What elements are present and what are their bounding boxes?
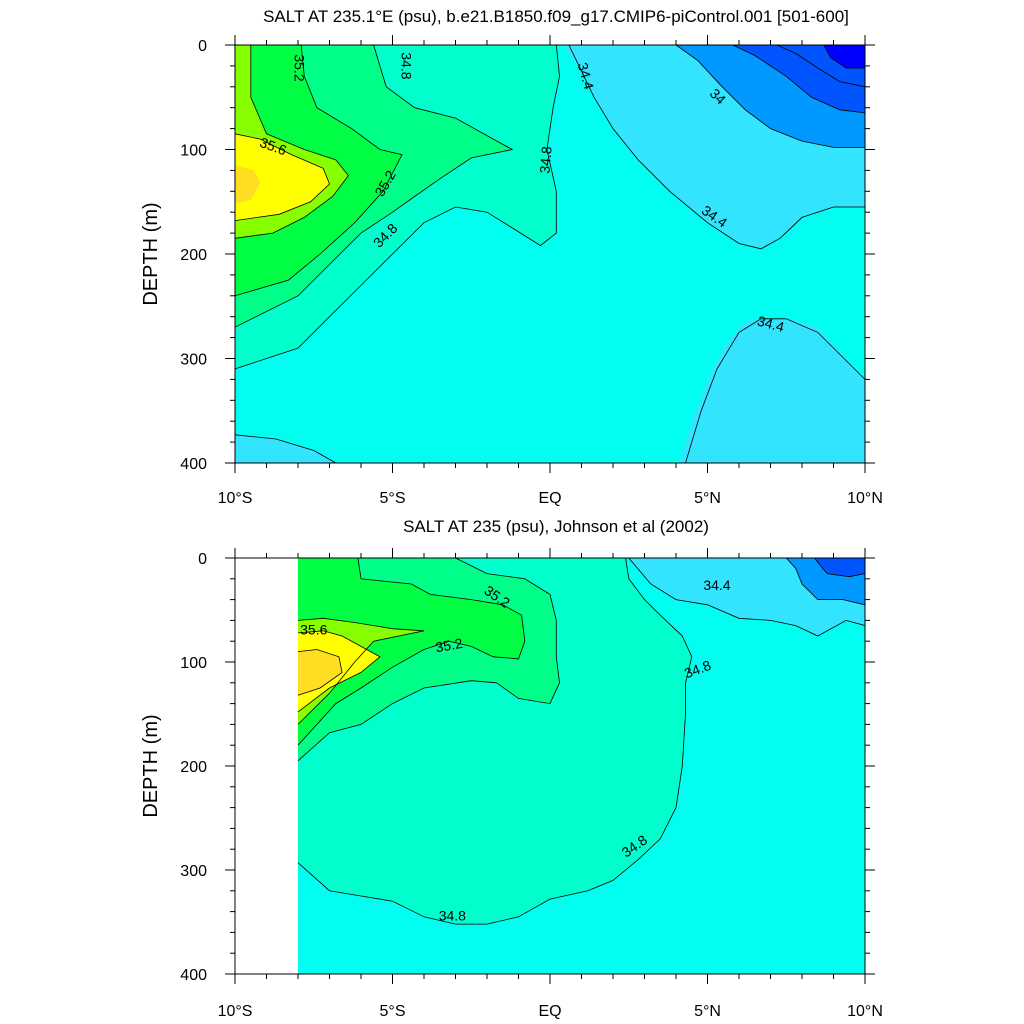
contour-line bbox=[235, 45, 560, 370]
contour-line bbox=[297, 630, 381, 713]
contour-line bbox=[675, 45, 865, 148]
contour-line bbox=[628, 558, 865, 637]
contour-label: 34.4 bbox=[703, 577, 730, 593]
y-tick-label: 300 bbox=[180, 352, 207, 369]
contour-label: 34.8 bbox=[439, 908, 466, 924]
contour-fill-region bbox=[824, 45, 865, 68]
y-tick-label: 0 bbox=[198, 551, 207, 568]
contour-line bbox=[297, 649, 343, 696]
x-tick-label: 10°S bbox=[218, 1003, 253, 1020]
contour-line bbox=[235, 434, 336, 463]
y-tick-label: 200 bbox=[180, 759, 207, 776]
contour-fills bbox=[298, 558, 865, 974]
contour-line bbox=[685, 318, 865, 463]
contour-label: 35.2 bbox=[434, 635, 464, 656]
contour-line bbox=[235, 45, 349, 239]
contour-line bbox=[235, 133, 330, 221]
contour-line bbox=[823, 45, 865, 69]
contour-line bbox=[297, 617, 425, 725]
contour-line bbox=[568, 45, 865, 250]
contour-lines bbox=[297, 558, 865, 925]
y-tick-label: 200 bbox=[180, 247, 207, 264]
contour-lines bbox=[235, 45, 865, 463]
contour-line bbox=[814, 558, 865, 578]
x-tick-label: 5°N bbox=[694, 490, 721, 507]
contour-label: 34.4 bbox=[756, 313, 787, 336]
y-tick-label: 100 bbox=[180, 143, 207, 160]
contour-line bbox=[776, 45, 865, 88]
x-tick-label: 10°S bbox=[218, 490, 253, 507]
y-tick-label: 0 bbox=[198, 38, 207, 55]
contour-fill-region bbox=[814, 558, 865, 577]
chart-title: SALT AT 235 (psu), Johnson et al (2002) bbox=[403, 517, 709, 536]
y-tick-label: 400 bbox=[180, 967, 207, 984]
contour-label: 34.4 bbox=[575, 61, 598, 92]
contour-line bbox=[297, 558, 560, 762]
contour-label: 34.8 bbox=[398, 52, 414, 79]
x-tick-label: 10°N bbox=[847, 490, 883, 507]
contour-label: 35.6 bbox=[300, 622, 327, 638]
x-tick-label: 5°S bbox=[380, 1003, 406, 1020]
contour-line bbox=[235, 45, 403, 297]
x-tick-label: 5°S bbox=[380, 490, 406, 507]
contour-line bbox=[297, 558, 526, 746]
x-tick-label: 10°N bbox=[847, 1003, 883, 1020]
contour-line bbox=[235, 45, 514, 328]
contour-fill-region bbox=[298, 558, 525, 746]
y-tick-label: 300 bbox=[180, 863, 207, 880]
contour-label: 35.2 bbox=[291, 54, 307, 81]
x-tick-label: 5°N bbox=[694, 1003, 721, 1020]
y-axis-label: DEPTH (m) bbox=[140, 202, 162, 305]
contour-fill-region bbox=[235, 133, 330, 221]
y-axis-label: DEPTH (m) bbox=[140, 714, 162, 817]
x-tick-label: EQ bbox=[538, 1003, 561, 1020]
contour-line bbox=[732, 45, 865, 114]
chart-title: SALT AT 235.1°E (psu), b.e21.B1850.f09_g… bbox=[263, 7, 849, 26]
contour-fill-region bbox=[298, 649, 343, 696]
contour-fills bbox=[235, 45, 865, 463]
contour-label: 34.8 bbox=[536, 145, 554, 174]
contour-fill-region bbox=[235, 434, 336, 463]
panel-observations: 35.235.635.234.434.834.834.810°S 5°S EQ 5°N… bbox=[140, 517, 883, 1020]
contour-line bbox=[297, 558, 693, 925]
y-tick-label: 400 bbox=[180, 456, 207, 473]
contour-line bbox=[786, 558, 865, 606]
contour-fill-region bbox=[235, 165, 261, 204]
y-tick-label: 100 bbox=[180, 655, 207, 672]
x-tick-label: EQ bbox=[538, 490, 561, 507]
contour-fill-region bbox=[685, 318, 865, 463]
contour-fill-region bbox=[562, 45, 865, 463]
